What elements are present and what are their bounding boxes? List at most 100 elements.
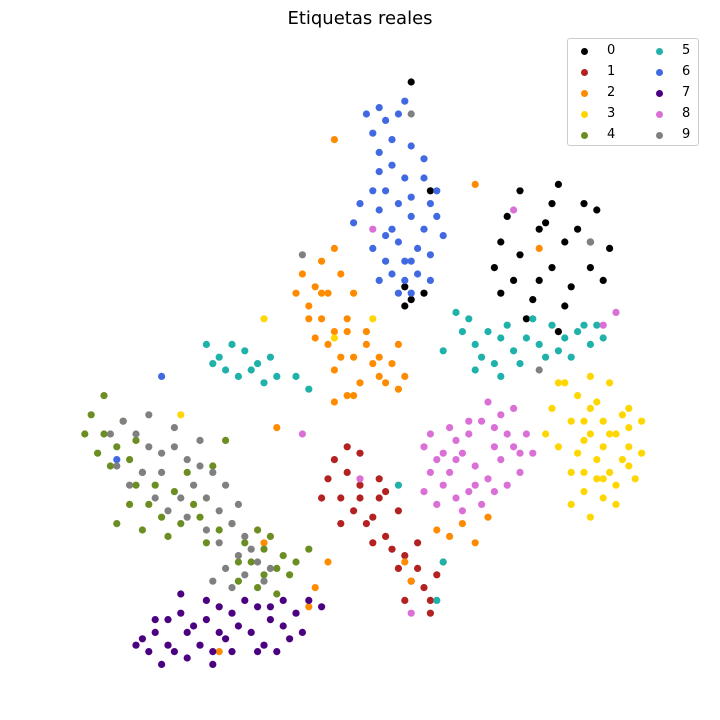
legend-marker — [656, 48, 663, 55]
data-point-7 — [164, 616, 172, 624]
data-point-8 — [465, 430, 473, 438]
data-point-6 — [426, 251, 434, 259]
data-point-1 — [369, 539, 377, 547]
data-point-8 — [490, 424, 498, 432]
data-point-6 — [375, 168, 383, 176]
data-point-5 — [247, 366, 255, 374]
data-point-9 — [234, 552, 242, 560]
data-point-5 — [497, 334, 505, 342]
data-point-3 — [542, 430, 550, 438]
data-point-2 — [273, 424, 281, 432]
data-point-1 — [337, 494, 345, 502]
data-point-8 — [452, 456, 460, 464]
data-point-6 — [158, 372, 166, 380]
legend-label: 2 — [607, 85, 616, 100]
series-6 — [113, 97, 447, 464]
data-point-2 — [324, 289, 332, 297]
data-point-7 — [254, 603, 262, 611]
data-point-9 — [215, 539, 223, 547]
data-point-1 — [426, 609, 434, 617]
data-point-3 — [638, 449, 646, 457]
data-point-3 — [599, 475, 607, 483]
data-point-0 — [407, 78, 415, 86]
data-point-1 — [375, 475, 383, 483]
data-point-2 — [337, 353, 345, 361]
data-point-4 — [106, 462, 114, 470]
data-point-3 — [593, 456, 601, 464]
data-point-2 — [394, 340, 402, 348]
data-point-9 — [586, 238, 595, 246]
data-point-7 — [266, 616, 274, 624]
data-point-6 — [414, 270, 422, 278]
data-point-4 — [190, 500, 198, 508]
data-point-8 — [497, 456, 505, 464]
data-point-7 — [279, 622, 287, 630]
data-point-7 — [318, 603, 326, 611]
data-point-8 — [420, 488, 428, 496]
data-point-9 — [158, 449, 166, 457]
series-4 — [81, 392, 313, 598]
data-point-6 — [401, 257, 409, 265]
data-point-6 — [388, 225, 396, 233]
data-point-4 — [260, 545, 268, 553]
legend-label: 3 — [607, 106, 616, 121]
data-point-8 — [484, 398, 492, 406]
data-point-3 — [625, 404, 633, 412]
data-point-2 — [343, 328, 351, 336]
data-point-5 — [439, 558, 447, 566]
data-point-0 — [522, 315, 531, 323]
data-point-4 — [254, 584, 262, 592]
data-point-2 — [311, 584, 319, 592]
data-point-7 — [279, 596, 287, 605]
data-point-8 — [490, 443, 498, 451]
data-point-7 — [305, 596, 313, 605]
data-point-7 — [202, 616, 210, 624]
data-point-1 — [420, 584, 428, 592]
data-point-6 — [407, 257, 415, 265]
data-point-7 — [170, 648, 178, 656]
data-point-3 — [625, 443, 633, 451]
data-point-7 — [158, 660, 166, 669]
legend-marker — [656, 111, 663, 118]
data-point-0 — [548, 264, 556, 272]
data-point-8 — [433, 500, 441, 508]
data-point-8 — [369, 225, 377, 233]
data-point-4 — [170, 488, 178, 496]
data-point-3 — [625, 424, 633, 432]
data-point-7 — [292, 609, 300, 617]
data-point-2 — [484, 513, 492, 521]
data-point-5 — [292, 372, 300, 380]
series-7 — [132, 590, 326, 669]
data-point-3 — [586, 404, 595, 412]
data-point-7 — [196, 641, 204, 649]
data-point-9 — [190, 481, 198, 489]
data-point-2 — [330, 398, 338, 406]
data-point-8 — [458, 449, 466, 457]
data-point-4 — [234, 577, 242, 585]
data-point-1 — [343, 443, 351, 451]
data-point-6 — [369, 187, 377, 195]
data-point-4 — [260, 571, 268, 579]
data-point-5 — [554, 347, 563, 355]
legend: 0 1 2 3 4 5 6 7 8 9 — [567, 38, 699, 146]
data-point-0 — [490, 264, 498, 272]
data-point-0 — [535, 225, 543, 233]
data-point-1 — [401, 596, 409, 605]
data-point-8 — [446, 468, 454, 476]
data-point-5 — [273, 372, 281, 380]
data-point-4 — [113, 520, 121, 528]
data-point-5 — [439, 347, 447, 355]
data-point-4 — [126, 456, 134, 464]
data-point-5 — [471, 340, 479, 348]
data-point-8 — [509, 404, 518, 412]
data-point-6 — [388, 136, 396, 144]
data-point-9 — [266, 564, 274, 573]
data-point-1 — [356, 449, 364, 457]
data-point-1 — [388, 545, 396, 553]
data-point-9 — [196, 462, 204, 470]
data-point-4 — [222, 436, 230, 444]
data-point-3 — [554, 379, 563, 387]
data-point-0 — [561, 238, 569, 246]
data-point-3 — [574, 392, 582, 400]
data-point-3 — [593, 398, 601, 406]
